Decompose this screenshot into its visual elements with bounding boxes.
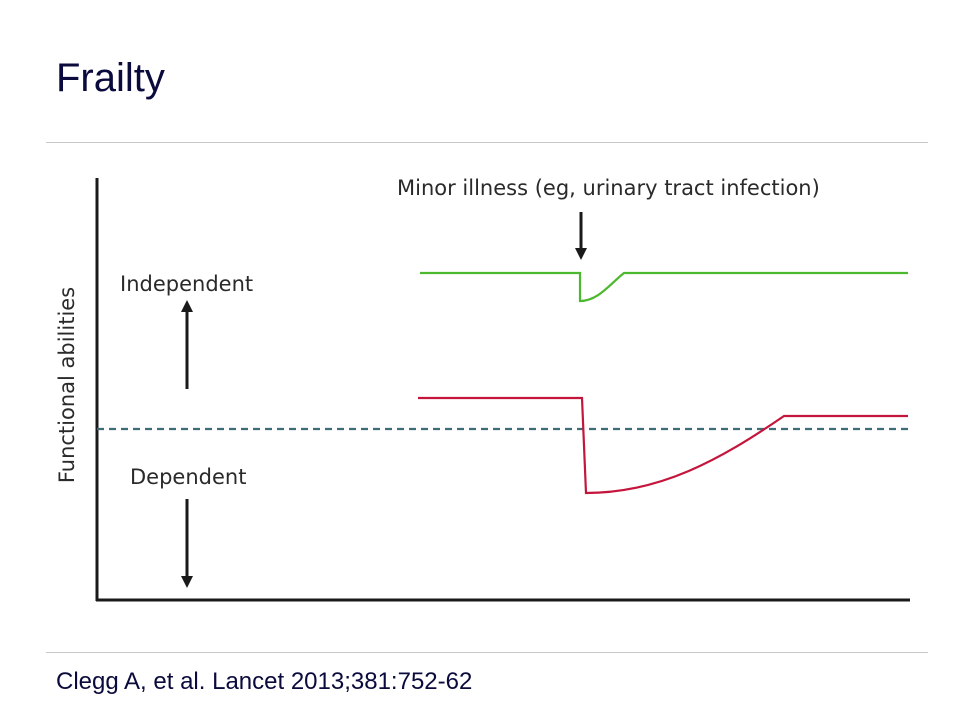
frail-older-person-line [418,396,908,495]
event-annotation: Minor illness (eg, urinary tract infecti… [397,176,820,200]
slide-title: Frailty [56,56,165,100]
footer-divider [46,652,928,653]
independent-label: Independent [120,272,253,296]
fit-older-person-line [420,271,908,303]
y-axis-label: Functional abilities [55,287,79,483]
dependent-label: Dependent [130,465,246,489]
title-divider [46,142,928,143]
citation: Clegg A, et al. Lancet 2013;381:752-62 [56,668,473,695]
